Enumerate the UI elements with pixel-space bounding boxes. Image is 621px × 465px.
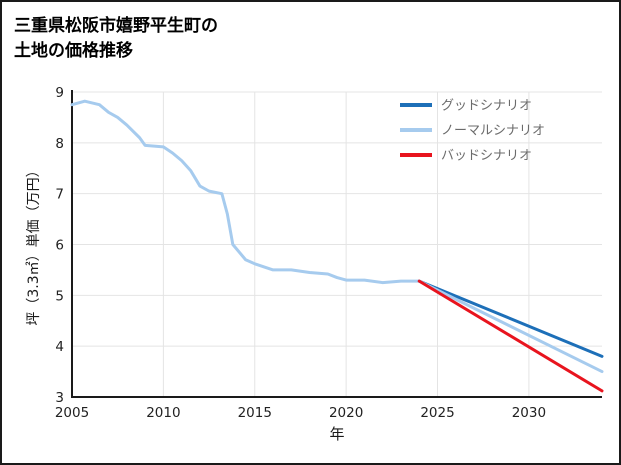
series-good-scenario-line (417, 279, 604, 358)
legend-label-normal: ノーマルシナリオ (441, 124, 545, 139)
series-bad-scenario-line (417, 279, 604, 393)
x-tick-label: 2025 (420, 405, 454, 421)
y-tick-label: 5 (55, 288, 64, 304)
x-axis-title: 年 (329, 425, 344, 443)
y-tick-label: 8 (55, 136, 64, 152)
y-tick-label: 9 (55, 85, 64, 101)
y-tick-label: 4 (55, 339, 64, 355)
series-normal-scenario-line (417, 279, 604, 374)
x-tick-label: 2020 (329, 405, 363, 421)
y-tick-label: 3 (55, 390, 64, 406)
title-line-2: 土地の価格推移 (14, 40, 133, 61)
series-history-line (70, 99, 421, 285)
x-tick-label: 2005 (55, 405, 89, 421)
page-title: 三重県松阪市嬉野平生町の 土地の価格推移 (14, 14, 218, 63)
legend-label-bad: バッドシナリオ (441, 149, 532, 164)
y-tick-label: 6 (55, 238, 64, 254)
x-tick-label: 2010 (146, 405, 180, 421)
title-line-1: 三重県松阪市嬉野平生町の (14, 16, 218, 36)
y-tick-label: 7 (55, 187, 64, 203)
y-axis-title: 坪（3.3㎡）単価（万円） (26, 163, 42, 325)
x-tick-label: 2015 (238, 405, 272, 421)
x-tick-label: 2030 (512, 405, 546, 421)
legend-label-good: グッドシナリオ (441, 99, 532, 114)
